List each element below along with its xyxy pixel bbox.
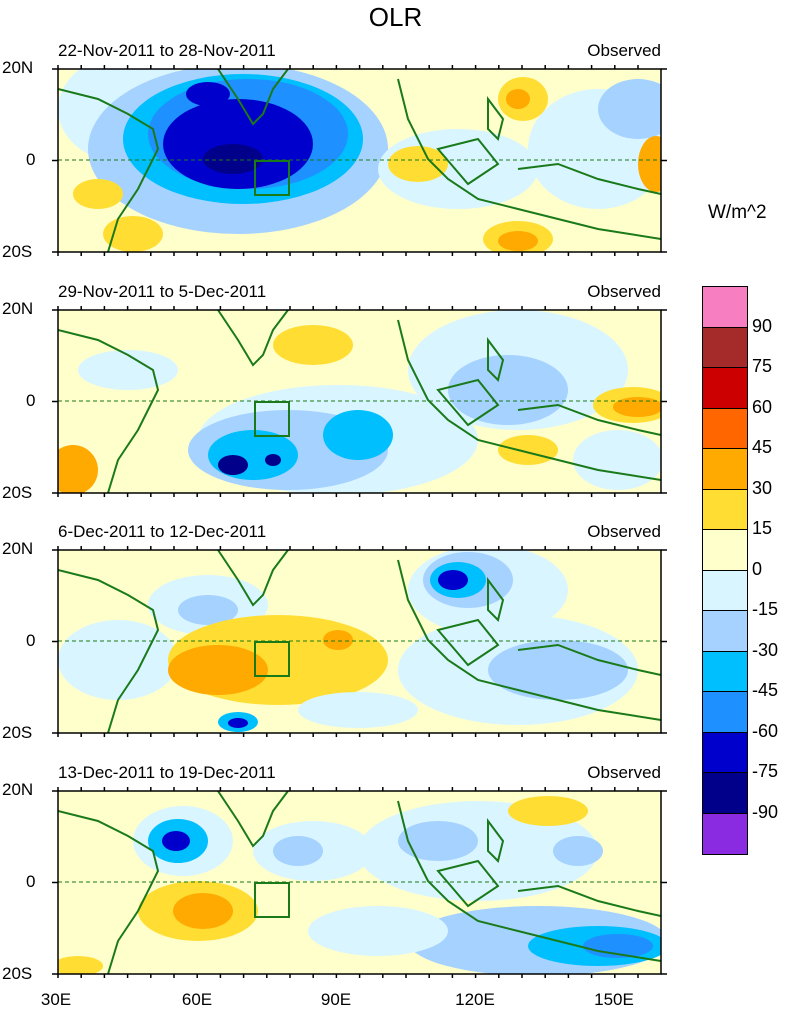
panel-2-lat-bottom: 20S (2, 483, 33, 502)
colorbar-label: -45 (752, 680, 779, 700)
colorbar-swatch (703, 692, 747, 733)
lon-label-120e: 120E (455, 990, 495, 1009)
panel-2-date-range: 29-Nov-2011 to 5-Dec-2011 (58, 282, 267, 301)
colorbar-swatch (703, 732, 747, 773)
panel-3-date-range: 6-Dec-2011 to 12-Dec-2011 (58, 522, 267, 541)
panel-4-lat-bottom: 20S (2, 964, 33, 983)
panel-4-lat-mid: 0 (26, 872, 36, 891)
panel-1-lat-bottom: 20S (2, 242, 33, 261)
colorbar-label: 45 (752, 437, 773, 457)
figure-title: OLR (368, 2, 423, 32)
map-panel-2 (58, 310, 661, 493)
colorbar-swatch (703, 287, 747, 328)
panel-3-lat-bottom: 20S (2, 723, 33, 742)
colorbar-swatch (703, 408, 747, 449)
panel-3-lat-mid: 0 (26, 631, 36, 650)
map-panel-3 (58, 550, 661, 733)
colorbar-label: 30 (752, 477, 773, 498)
colorbar (702, 286, 748, 855)
panel-2-label: Observed (587, 282, 661, 301)
colorbar-label: -15 (752, 599, 779, 619)
panel-4-lat-top: 20N (2, 780, 34, 799)
panel-3-lat-top: 20N (2, 539, 34, 558)
lon-label-90e: 90E (320, 990, 352, 1009)
colorbar-label: -30 (752, 639, 779, 660)
colorbar-swatch (703, 651, 747, 692)
panel-3-label: Observed (587, 522, 661, 541)
map-panel-4 (58, 791, 661, 974)
colorbar-swatch (703, 327, 747, 368)
panel-1-lat-mid: 0 (26, 150, 36, 169)
colorbar-label: 15 (752, 518, 773, 538)
colorbar-swatch (703, 449, 747, 490)
panel-2-lat-mid: 0 (26, 391, 36, 410)
panel-1-date-range: 22-Nov-2011 to 28-Nov-2011 (58, 41, 276, 60)
colorbar-units: W/m^2 (708, 202, 767, 223)
colorbar-swatch (703, 570, 747, 611)
colorbar-label: -60 (752, 720, 779, 741)
panel-4-date-range: 13-Dec-2011 to 19-Dec-2011 (58, 763, 276, 782)
colorbar-swatch (703, 813, 747, 854)
lon-label-150e: 150E (594, 990, 634, 1009)
colorbar-swatch (703, 489, 747, 530)
colorbar-label: 0 (752, 558, 763, 579)
colorbar-label: -90 (752, 801, 779, 822)
colorbar-label: 60 (752, 396, 773, 417)
panel-1-lat-top: 20N (2, 58, 34, 77)
colorbar-swatch (703, 368, 747, 409)
panel-1-label: Observed (587, 41, 661, 60)
lon-label-30e: 30E (40, 990, 72, 1009)
map-panel-1 (58, 69, 661, 252)
colorbar-label: -75 (752, 761, 779, 781)
lon-label-60e: 60E (181, 990, 213, 1009)
colorbar-swatch (703, 611, 747, 652)
colorbar-swatch (703, 773, 747, 814)
colorbar-label: 75 (752, 356, 773, 376)
colorbar-swatch (703, 530, 747, 571)
panel-4-label: Observed (587, 763, 661, 782)
panel-2-lat-top: 20N (2, 299, 34, 318)
colorbar-label: 90 (752, 315, 773, 336)
